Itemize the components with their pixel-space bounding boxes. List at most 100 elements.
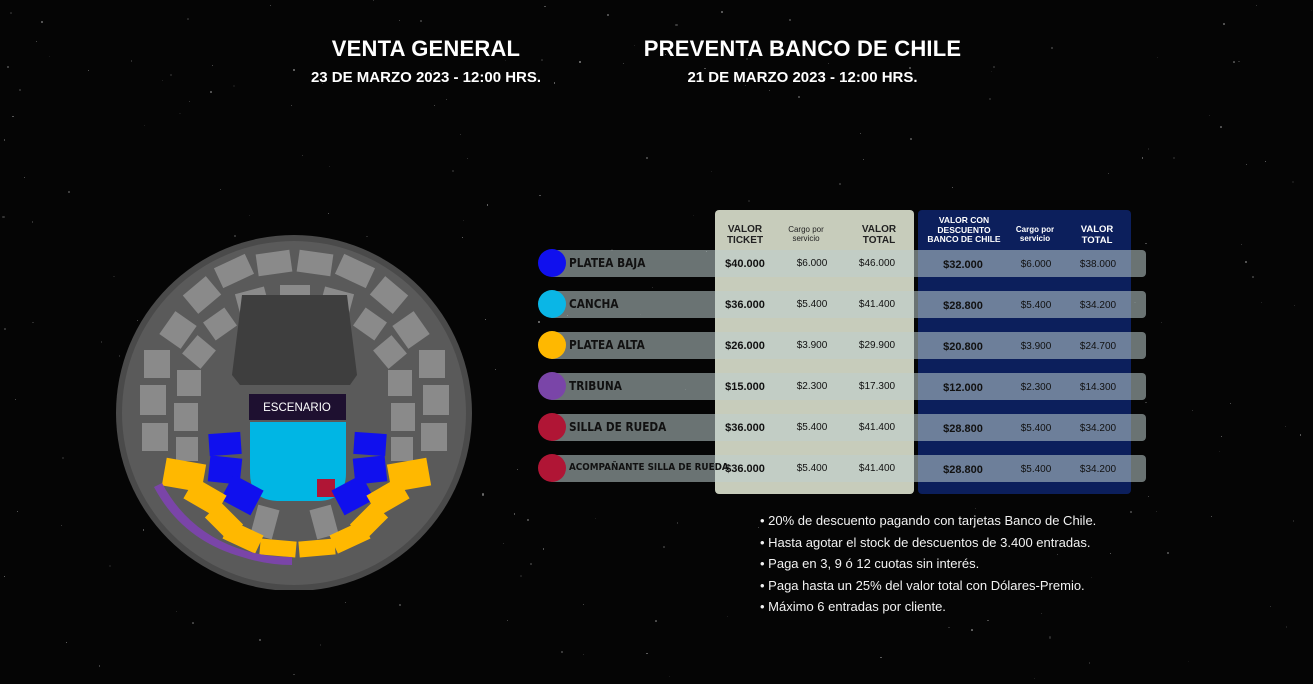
price-cell-p-fee: $2.300 xyxy=(1020,382,1052,393)
texture-speck xyxy=(1173,156,1176,159)
price-cell-p-total: $38.000 xyxy=(1079,259,1117,270)
texture-speck xyxy=(1230,403,1232,404)
price-cell-total: $46.000 xyxy=(858,258,896,269)
texture-speck xyxy=(15,398,17,400)
texture-speck xyxy=(1220,126,1222,128)
price-cell-p-fee: $5.400 xyxy=(1020,423,1052,434)
price-row xyxy=(549,373,1146,400)
texture-speck xyxy=(2,215,5,219)
texture-speck xyxy=(399,20,400,21)
texture-speck xyxy=(1006,587,1008,588)
texture-speck xyxy=(827,62,829,64)
texture-speck xyxy=(1299,434,1302,436)
texture-speck xyxy=(839,183,841,185)
zone-label: TRIBUNA xyxy=(569,379,622,393)
texture-speck xyxy=(31,221,34,223)
texture-speck xyxy=(664,53,667,55)
price-cell-total: $41.400 xyxy=(858,299,896,310)
texture-speck xyxy=(970,629,973,631)
texture-speck xyxy=(463,219,464,221)
texture-speck xyxy=(162,80,164,82)
texture-speck xyxy=(32,321,35,324)
texture-speck xyxy=(1208,114,1210,116)
zone-label: ACOMPAÑANTE SILLA DE RUEDA xyxy=(569,462,729,473)
texture-speck xyxy=(1285,626,1288,628)
texture-speck xyxy=(24,177,26,179)
price-cell-ticket: $36.000 xyxy=(725,422,765,434)
price-cell-p-fee: $5.400 xyxy=(1020,464,1052,475)
texture-speck xyxy=(1148,496,1150,498)
texture-speck xyxy=(583,653,584,655)
zone-label: SILLA DE RUEDA xyxy=(569,420,667,434)
texture-speck xyxy=(466,157,468,159)
texture-speck xyxy=(65,642,67,644)
texture-speck xyxy=(553,82,555,84)
price-cell-p-fee: $5.400 xyxy=(1020,300,1052,311)
note-item: • Paga en 3, 9 ó 12 cuotas sin interés. xyxy=(760,556,980,571)
price-row xyxy=(549,332,1146,359)
texture-speck xyxy=(670,53,672,55)
texture-speck xyxy=(797,95,800,98)
note-item: • 20% de descuento pagando con tarjetas … xyxy=(760,513,1097,528)
texture-speck xyxy=(61,456,64,459)
texture-speck xyxy=(538,321,540,323)
texture-speck xyxy=(1221,435,1223,437)
texture-speck xyxy=(1294,304,1295,306)
price-cell-fee: $5.400 xyxy=(796,422,828,433)
texture-speck xyxy=(516,469,518,470)
price-cell-p-ticket: $28.800 xyxy=(943,423,983,435)
texture-speck xyxy=(3,575,5,577)
texture-speck xyxy=(188,100,190,102)
texture-speck xyxy=(1211,515,1213,517)
texture-speck xyxy=(6,65,9,68)
texture-speck xyxy=(651,286,653,288)
texture-speck xyxy=(169,74,172,77)
texture-speck xyxy=(1011,516,1012,517)
texture-speck xyxy=(61,524,62,526)
header-total: VALOR TOTAL xyxy=(861,224,897,247)
texture-speck xyxy=(544,5,546,8)
wheelchair-zone xyxy=(317,479,335,497)
price-row xyxy=(549,455,1146,482)
texture-speck xyxy=(646,157,648,159)
texture-speck xyxy=(744,84,747,87)
platea-alta-zone xyxy=(161,457,432,558)
texture-speck xyxy=(143,125,145,126)
texture-speck xyxy=(430,69,432,71)
texture-speck xyxy=(1145,401,1147,404)
price-cell-p-total: $34.200 xyxy=(1079,423,1117,434)
price-cell-fee: $3.900 xyxy=(796,340,828,351)
texture-speck xyxy=(212,64,213,66)
texture-speck xyxy=(1223,23,1226,25)
texture-speck xyxy=(269,4,271,6)
texture-speck xyxy=(948,626,951,629)
texture-speck xyxy=(344,601,347,604)
price-cell-p-total: $34.200 xyxy=(1079,464,1117,475)
texture-speck xyxy=(880,657,882,659)
texture-speck xyxy=(1109,552,1111,554)
note-item: • Hasta agotar el stock de descuentos de… xyxy=(760,534,1091,550)
texture-speck xyxy=(1167,551,1170,554)
texture-speck xyxy=(1147,148,1150,150)
texture-speck xyxy=(503,543,504,544)
texture-speck xyxy=(922,538,925,540)
texture-speck xyxy=(1265,160,1266,162)
price-row xyxy=(549,250,1146,277)
texture-speck xyxy=(1041,613,1043,614)
texture-speck xyxy=(668,675,670,677)
texture-speck xyxy=(88,69,90,72)
texture-speck xyxy=(703,67,706,70)
price-cell-p-total: $14.300 xyxy=(1079,382,1117,393)
texture-speck xyxy=(920,523,922,525)
texture-speck xyxy=(130,60,133,62)
texture-speck xyxy=(234,235,237,238)
texture-speck xyxy=(495,369,497,371)
zone-color-dot xyxy=(538,413,566,441)
texture-speck xyxy=(543,548,545,550)
texture-speck xyxy=(721,11,723,13)
stage-label: ESCENARIO xyxy=(263,402,331,414)
zone-label: CANCHA xyxy=(569,297,619,311)
texture-speck xyxy=(327,213,329,215)
texture-speck xyxy=(192,622,194,624)
texture-speck xyxy=(175,610,177,613)
